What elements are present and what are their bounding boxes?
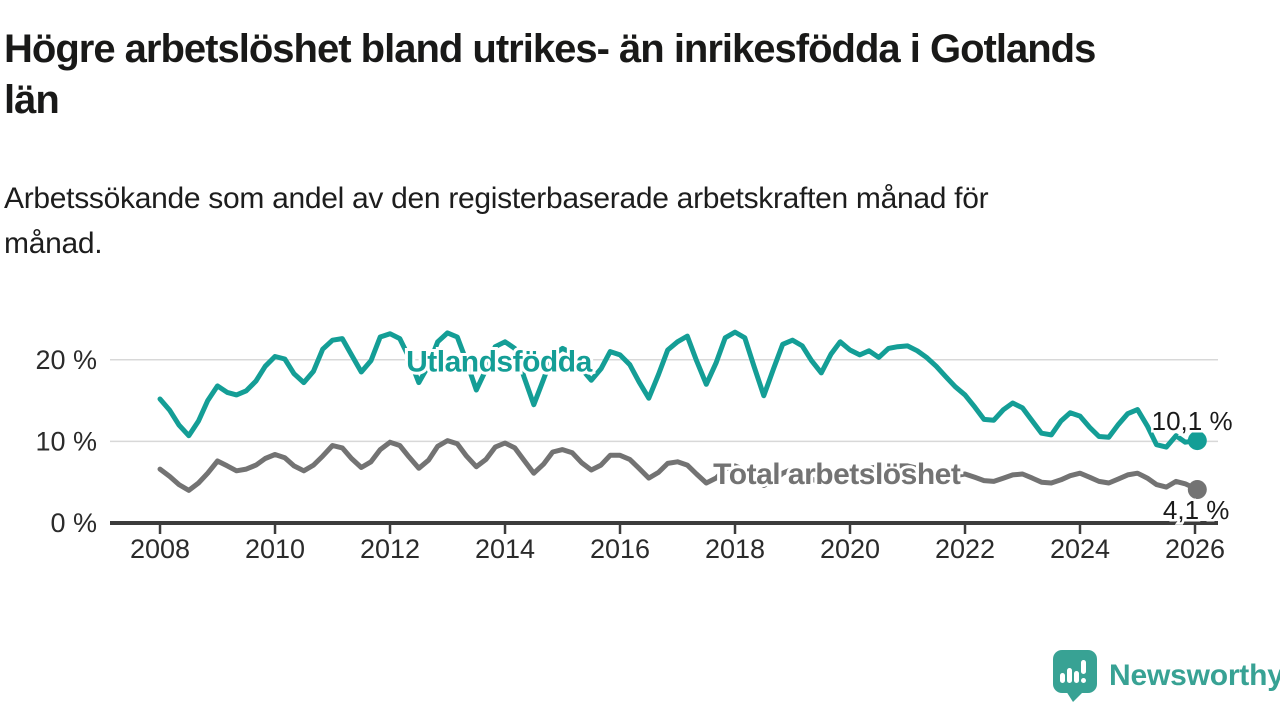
x-axis-tick-label-2020: 2020	[820, 534, 880, 564]
end-dot-utlandsfodda	[1187, 431, 1207, 451]
chart-subtitle-line-1: Arbetssökande som andel av den registerb…	[4, 182, 989, 215]
chart-subtitle: Arbetssökande som andel av den registerb…	[4, 176, 1276, 266]
x-axis-tick-label-2014: 2014	[475, 534, 535, 564]
x-axis-tick-label-2024: 2024	[1050, 534, 1110, 564]
x-axis-tick-label-2008: 2008	[130, 534, 190, 564]
page-title-line-2: län	[4, 78, 60, 122]
page-title-line-1: Högre arbetslöshet bland utrikes- än inr…	[4, 27, 1096, 71]
x-axis-tick-label-2026: 2026	[1165, 534, 1225, 564]
x-axis-tick-label-2018: 2018	[705, 534, 765, 564]
end-value-label-total: 4,1 %	[1163, 495, 1230, 525]
x-axis-tick-label-2012: 2012	[360, 534, 420, 564]
newsworthy-logo-text: Newsworthy	[1109, 659, 1280, 692]
chart-subtitle-line-2: månad.	[4, 227, 103, 260]
y-axis-tick-label-20: 20 %	[35, 345, 97, 375]
page-title: Högre arbetslöshet bland utrikes- än inr…	[4, 24, 1276, 126]
x-axis-tick-label-2022: 2022	[935, 534, 995, 564]
x-axis-tick-label-2016: 2016	[590, 534, 650, 564]
series-label-total: Total arbetslöshet	[713, 458, 961, 491]
y-axis-tick-label-10: 10 %	[35, 426, 97, 456]
x-axis-tick-label-2010: 2010	[245, 534, 305, 564]
series-line-total	[157, 438, 1200, 493]
newsworthy-speech-bubble-chart-icon	[1053, 650, 1097, 702]
y-axis-tick-label-0: 0 %	[50, 508, 97, 538]
series-line-utlandsfodda	[157, 329, 1200, 450]
chart-area: 2008 2010 2012 2014 2016 2018 2020 2022 2024 2026…	[0, 295, 1280, 585]
end-value-label-utlandsfodda: 10,1 %	[1152, 406, 1233, 436]
newsworthy-logo: Newsworthy	[1052, 650, 1280, 702]
unemployment-line-chart: 2008 2010 2012 2014 2016 2018 2020 2022 2024 2026…	[35, 329, 1235, 564]
end-dot-total	[1187, 480, 1207, 500]
series-label-utlandsfodda: Utlandsfödda	[406, 346, 592, 379]
